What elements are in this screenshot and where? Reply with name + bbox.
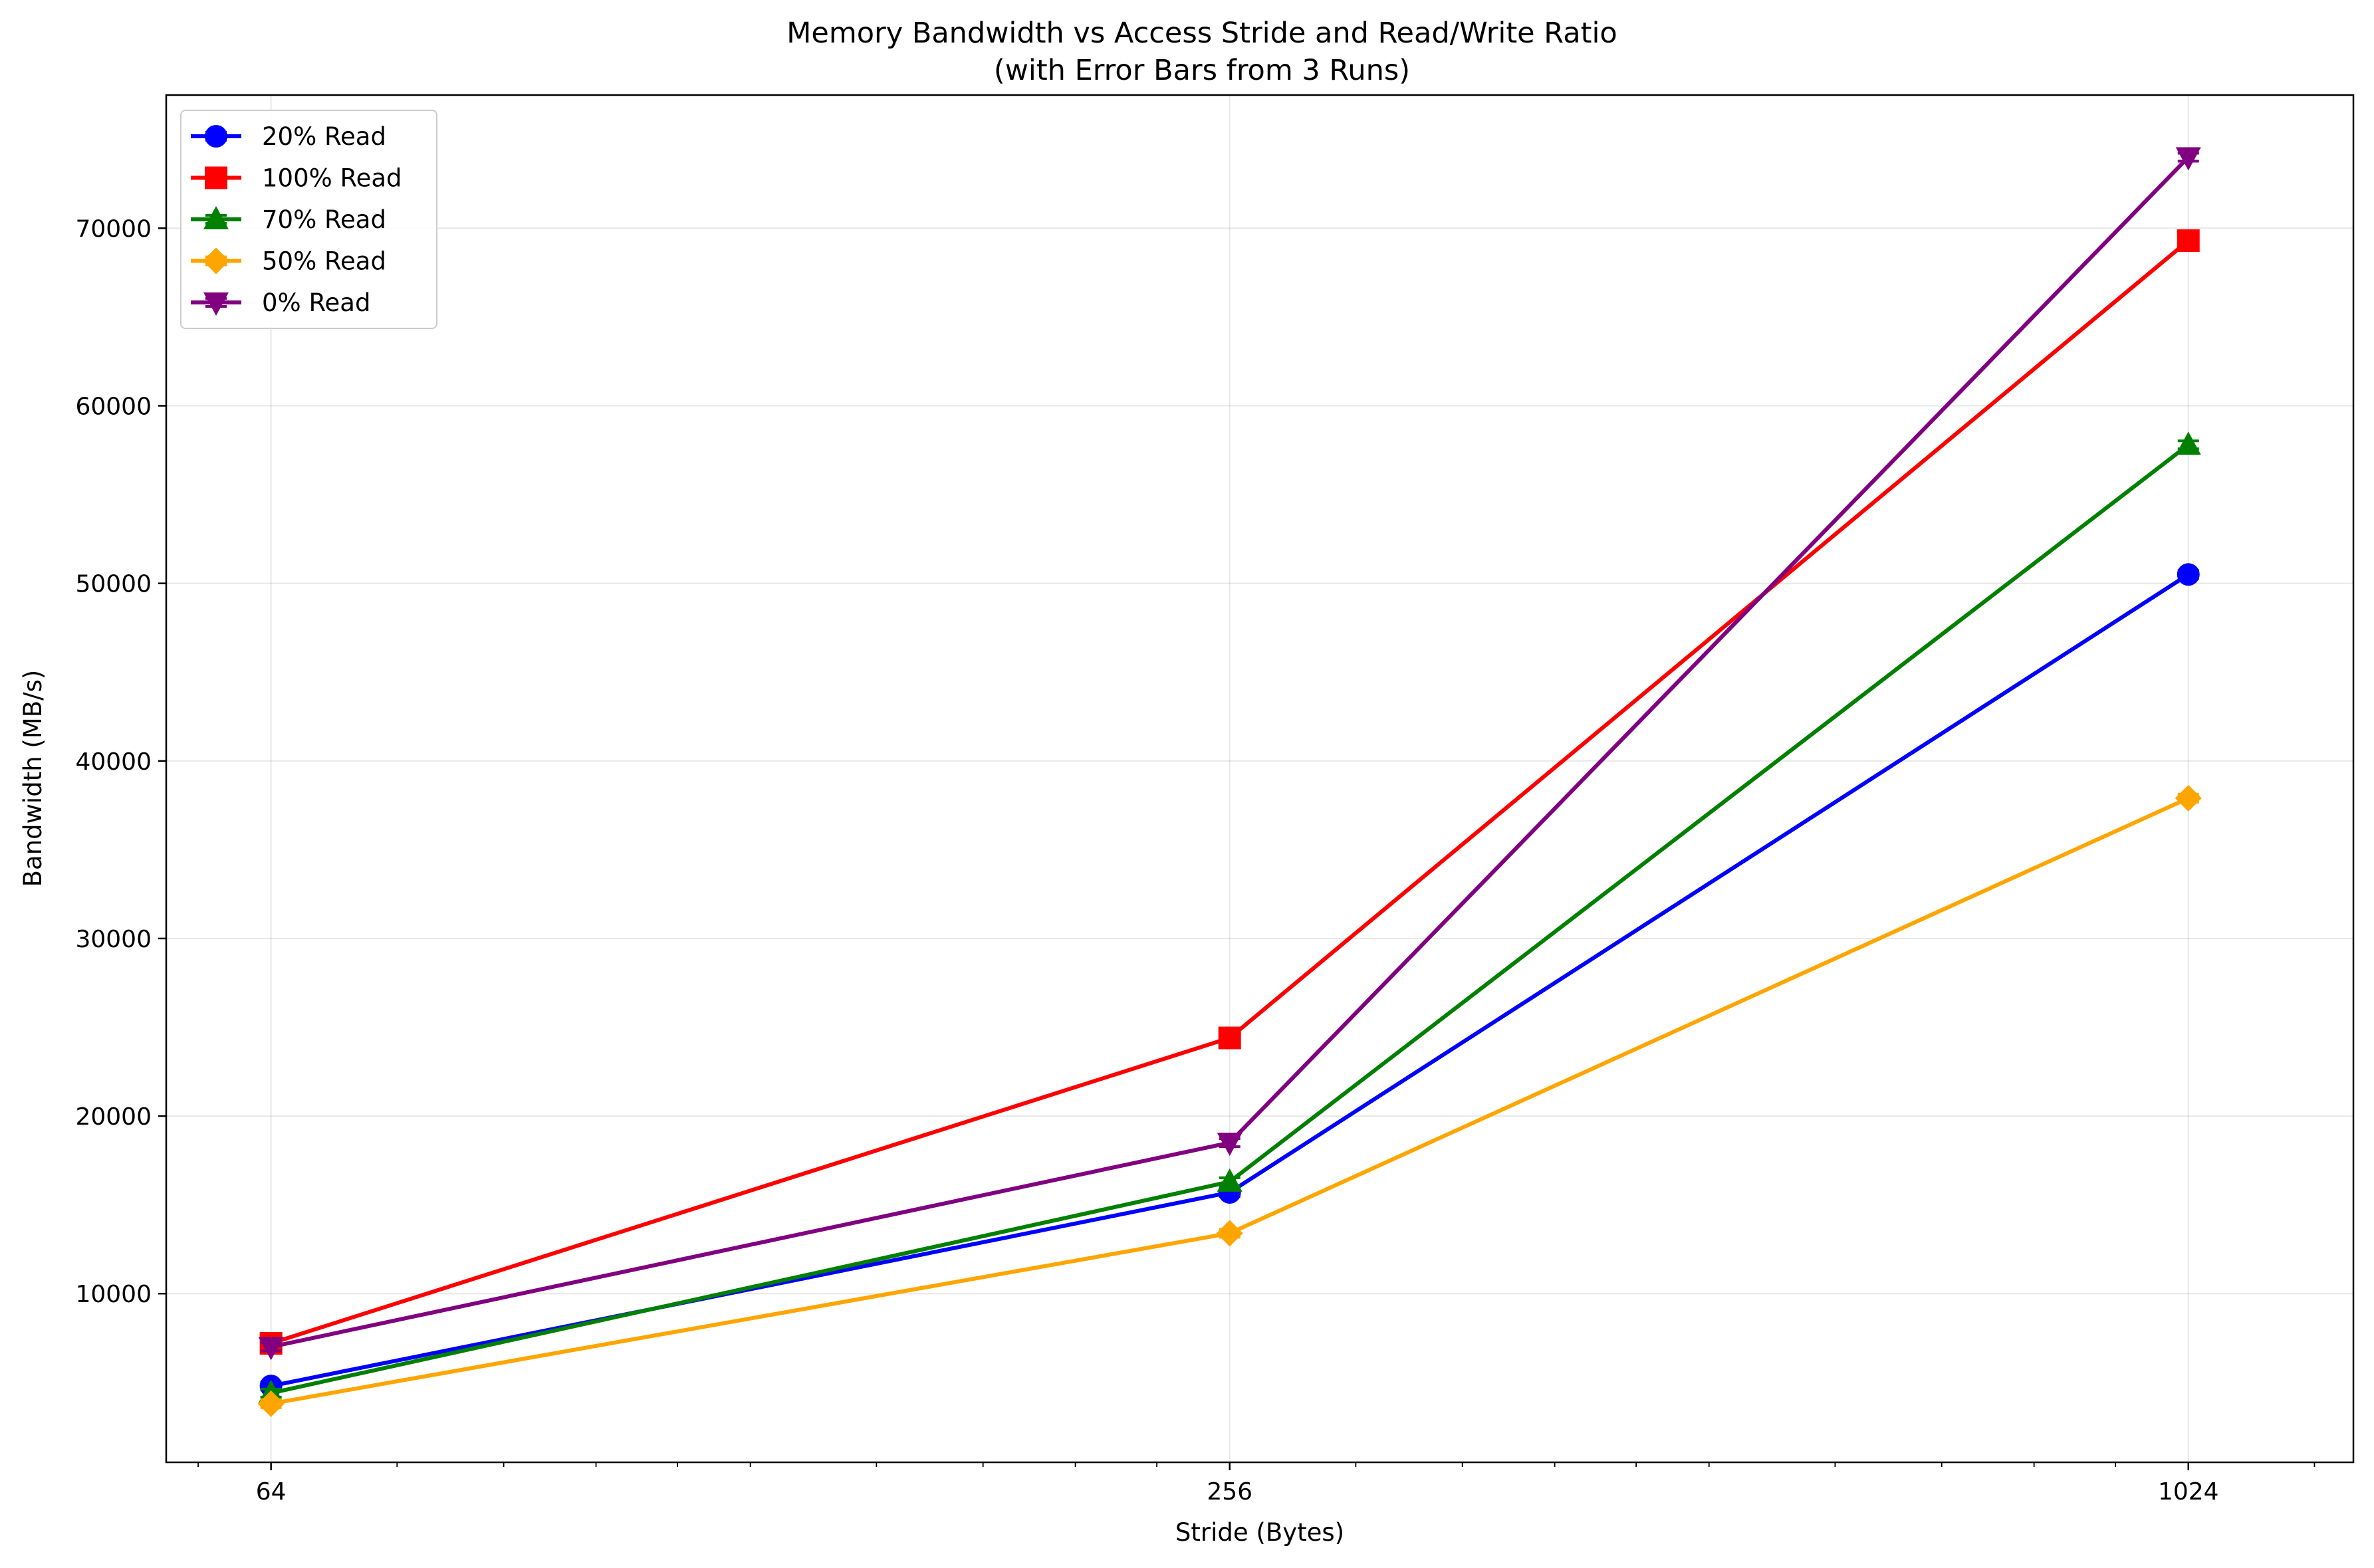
data-point [257, 1390, 285, 1417]
data-point [2177, 229, 2200, 253]
data-point [258, 1337, 284, 1361]
data-point [2177, 563, 2200, 586]
legend-swatch-marker [203, 206, 229, 229]
y-tick-label: 50000 [75, 571, 152, 598]
x-tick-label: 1024 [2158, 1478, 2219, 1506]
legend-entry: 70% Read [191, 205, 386, 234]
legend-box [180, 110, 437, 329]
legend-swatch-marker [203, 292, 229, 316]
data-point [1217, 1168, 1243, 1192]
chart-title: Memory Bandwidth vs Access Stride and Re… [786, 17, 1617, 50]
y-axis-label: Bandwidth (MB/s) [19, 670, 47, 887]
y-tick-label: 10000 [75, 1281, 152, 1308]
data-point [1218, 1026, 1241, 1050]
legend-entry: 0% Read [191, 288, 370, 317]
axis-ticks: 10000 20000 30000 40000 50000 60000 70000 64 256… [75, 215, 2315, 1506]
y-tick-label: 60000 [75, 393, 152, 421]
data-point [2175, 784, 2202, 812]
legend-label: 20% Read [262, 122, 386, 151]
data-point [1216, 1220, 1243, 1247]
legend-swatch-marker [205, 166, 227, 189]
x-axis-label: Stride (Bytes) [1175, 1518, 1344, 1547]
series-50-read [257, 784, 2202, 1417]
x-tick-label: 256 [1207, 1478, 1252, 1506]
legend-label: 100% Read [262, 164, 402, 193]
data-point [1217, 1133, 1243, 1157]
legend-label: 0% Read [262, 288, 370, 317]
legend-entry: 20% Read [191, 122, 386, 151]
y-tick-label: 40000 [75, 748, 152, 776]
legend-entry: 100% Read [191, 164, 402, 193]
legend: 20% Read 100% Read 70% Read 50% Read 0% Read [180, 110, 437, 329]
legend-label: 50% Read [262, 247, 386, 276]
y-tick-label: 30000 [75, 926, 152, 953]
y-tick-label: 70000 [75, 215, 152, 243]
x-tick-label: 64 [256, 1478, 287, 1506]
data-point [2175, 431, 2201, 455]
legend-entry: 50% Read [191, 247, 386, 276]
legend-label: 70% Read [262, 205, 386, 234]
chart-subtitle: (with Error Bars from 3 Runs) [994, 54, 1410, 87]
y-tick-label: 20000 [75, 1103, 152, 1131]
plot-area-frame [165, 94, 2355, 1464]
legend-swatch-marker [205, 125, 227, 148]
data-point [2175, 147, 2201, 171]
legend-swatch-marker [203, 247, 229, 275]
series-layer [257, 147, 2202, 1417]
series-0-read [258, 147, 2201, 1361]
